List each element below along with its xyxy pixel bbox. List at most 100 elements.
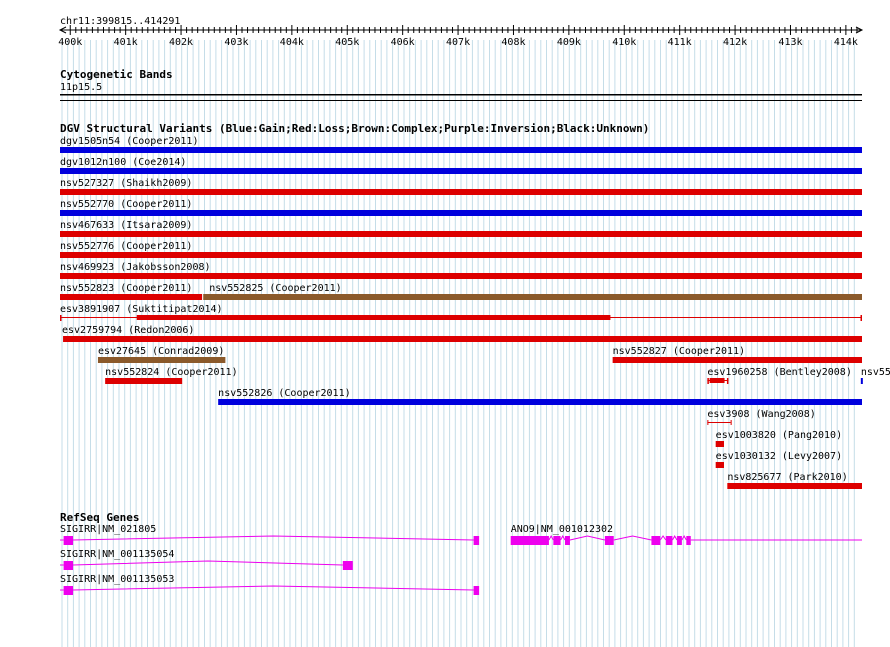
gene-exon — [342, 561, 353, 570]
sv-label: nsv552823 (Cooper2011) — [60, 283, 192, 294]
sv-feature-nsv552823[interactable]: nsv552823 (Cooper2011) — [60, 283, 203, 300]
sv-feature-esv3891907[interactable]: esv3891907 (Suktitipat2014) — [60, 304, 862, 321]
sv-label: nsv469923 (Jakobsson2008) — [60, 262, 211, 273]
ruler-tick-label: 405k — [335, 37, 359, 48]
sv-feature-nsv552770[interactable]: nsv552770 (Cooper2011) — [60, 199, 862, 216]
sv-bar — [60, 273, 862, 279]
sv-bar — [60, 210, 862, 216]
ruler-tick-label: 400k — [58, 37, 82, 48]
sv-feature-nsv527327[interactable]: nsv527327 (Shaikh2009) — [60, 178, 862, 195]
refseq-gene[interactable]: SIGIRR|NM_001135054 — [60, 549, 353, 570]
sv-bar — [60, 168, 862, 174]
sv-label: dgv1505n54 (Cooper2011) — [60, 136, 198, 147]
sv-feature-nsv552826[interactable]: nsv552826 (Cooper2011) — [218, 388, 862, 405]
ruler-tick-label: 414k — [834, 37, 858, 48]
gene-exon — [564, 536, 570, 545]
sv-feature-esv1960258[interactable]: esv1960258 (Bentley2008) — [707, 367, 852, 384]
sv-label: esv1960258 (Bentley2008) — [707, 367, 852, 378]
gene-exon — [63, 536, 74, 545]
sv-bar — [860, 378, 863, 384]
sv-bar — [60, 252, 862, 258]
refseq-gene[interactable]: SIGIRR|NM_021805 — [60, 524, 480, 545]
sv-label: nsv527327 (Shaikh2009) — [60, 178, 192, 189]
ruler-tick-label: 406k — [391, 37, 415, 48]
gene-exon — [63, 561, 74, 570]
sv-end-cap — [60, 315, 62, 321]
sv-feature-esv2759794[interactable]: esv2759794 (Redon2006) — [62, 325, 862, 342]
ruler-tick-label: 403k — [224, 37, 248, 48]
sv-feature-esv1003820[interactable]: esv1003820 (Pang2010) — [715, 430, 842, 447]
cytoband-label: 11p15.5 — [60, 82, 102, 93]
sv-feature-esv1030132[interactable]: esv1030132 (Levy2007) — [715, 451, 842, 468]
sv-bar — [60, 189, 862, 195]
ruler-tick-label: 402k — [169, 37, 193, 48]
sv-label: nsv552826 (Cooper2011) — [218, 388, 350, 399]
ruler-tick-label: 407k — [446, 37, 470, 48]
sv-feature-nsv552825[interactable]: nsv552825 (Cooper2011) — [203, 283, 862, 300]
gene-exon — [651, 536, 661, 545]
sv-bar — [105, 378, 183, 384]
gene-exon — [473, 536, 480, 545]
dgv-track-title[interactable]: DGV Structural Variants (Blue:Gain;Red:L… — [60, 122, 649, 135]
sv-feature-nsv469923[interactable]: nsv469923 (Jakobsson2008) — [60, 262, 862, 279]
gene-exon — [665, 536, 673, 545]
ruler-tick-label: 412k — [723, 37, 747, 48]
refseq-gene[interactable]: SIGIRR|NM_001135053 — [60, 574, 480, 595]
sv-bar — [136, 315, 611, 320]
gene-label: SIGIRR|NM_001135054 — [60, 549, 174, 560]
position-label: chr11:399815..414291 — [60, 16, 180, 27]
sv-label: nsv552824 (Cooper2011) — [105, 367, 237, 378]
ruler-tick-label: 411k — [668, 37, 692, 48]
sv-label: esv2759794 (Redon2006) — [62, 325, 194, 336]
cytoband-bar[interactable] — [60, 94, 862, 96]
sv-bar — [715, 462, 724, 468]
gene-intron-line — [60, 535, 474, 541]
sv-feature-dgv1505n54[interactable]: dgv1505n54 (Cooper2011) — [60, 136, 862, 153]
gene-intron-line — [60, 560, 343, 566]
gene-label: SIGIRR|NM_001135053 — [60, 574, 174, 585]
sv-feature-nsv552824[interactable]: nsv552824 (Cooper2011) — [105, 367, 238, 384]
gene-exon — [604, 536, 614, 545]
sv-bar — [60, 147, 862, 153]
sv-end-cap — [707, 378, 709, 384]
sv-label: esv1003820 (Pang2010) — [716, 430, 842, 441]
gene-exon — [686, 536, 691, 545]
sv-bar — [715, 441, 724, 447]
sv-feature-nsv825677[interactable]: nsv825677 (Park2010) — [727, 472, 862, 489]
base-position-ruler[interactable]: 400k 401k 402k 403k 404k 405k 406k 407k 408k 409k… — [58, 25, 864, 48]
gene-exon — [553, 536, 561, 545]
refseq-gene[interactable]: ANO9|NM_001012302 — [510, 524, 862, 545]
sv-feature-nsv467633[interactable]: nsv467633 (Itsara2009) — [60, 220, 862, 237]
sv-label: nsv552770 (Cooper2011) — [60, 199, 192, 210]
refseq-track-title[interactable]: RefSeq Genes — [60, 511, 139, 524]
gene-exon — [510, 536, 549, 545]
sv-label: nsv825677 (Park2010) — [727, 472, 847, 483]
sv-bar — [60, 231, 862, 237]
sv-end-cap — [860, 315, 862, 321]
sv-bar — [97, 357, 226, 363]
sv-bar — [709, 378, 725, 383]
sv-feature-nsv55[interactable]: nsv55 — [860, 367, 890, 384]
sv-label: nsv55 — [861, 367, 890, 378]
sv-bar — [63, 336, 862, 342]
sv-label: dgv1012n100 (Coe2014) — [60, 157, 186, 168]
ruler-right-arrow — [855, 26, 864, 34]
sv-label: esv3891907 (Suktitipat2014) — [60, 304, 223, 315]
sv-label: nsv552776 (Cooper2011) — [60, 241, 192, 252]
sv-feature-esv3908[interactable]: esv3908 (Wang2008) — [707, 409, 816, 425]
sv-feature-nsv552776[interactable]: nsv552776 (Cooper2011) — [60, 241, 862, 258]
cytoband-track-title[interactable]: Cytogenetic Bands — [60, 68, 173, 81]
track-separator — [60, 100, 862, 101]
sv-feature-dgv1012n100[interactable]: dgv1012n100 (Coe2014) — [60, 157, 862, 174]
gene-exon — [676, 536, 682, 545]
sv-bar — [218, 399, 862, 405]
dgv-track: dgv1505n54 (Cooper2011) dgv1012n100 (Coe2… — [60, 136, 890, 489]
ruler-tick-label: 404k — [280, 37, 304, 48]
ruler-left-arrow — [58, 26, 67, 34]
sv-feature-esv27645[interactable]: esv27645 (Conrad2009) — [97, 346, 226, 363]
sv-feature-nsv552827[interactable]: nsv552827 (Cooper2011) — [612, 346, 862, 363]
sv-end-cap — [730, 420, 732, 425]
sv-bar — [203, 294, 862, 300]
sv-label: esv27645 (Conrad2009) — [98, 346, 224, 357]
